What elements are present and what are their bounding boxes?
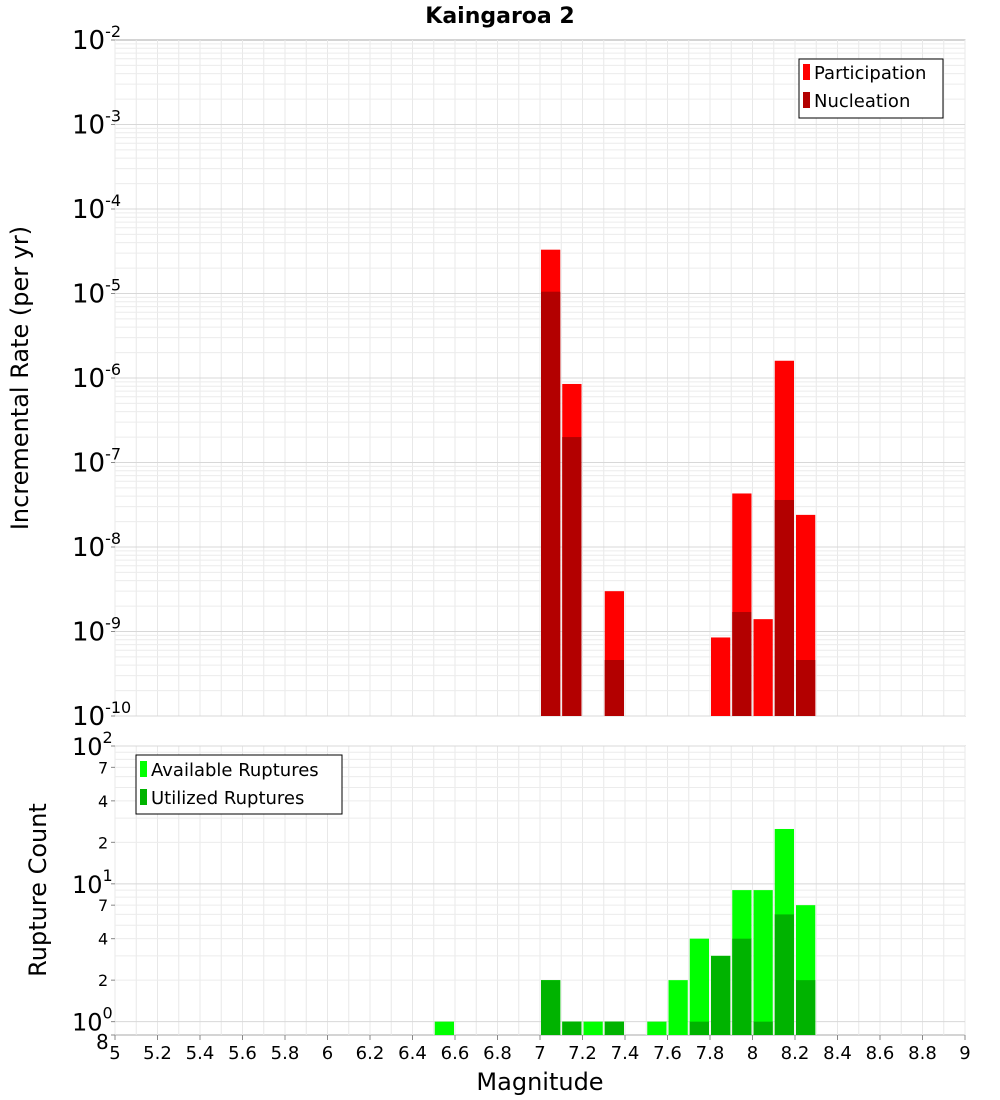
nucleation-bar xyxy=(796,659,816,716)
utilized-ruptures-bar xyxy=(732,938,752,1035)
count-y-tick-label: 100 xyxy=(72,1004,113,1037)
rate-plot-y-ticks: 10-2 10-3 10-4 10-5 10-6 10-7 10-8 10-9 10-10 xyxy=(72,22,131,732)
count-plot-grid xyxy=(114,745,966,1035)
rate-y-tick-label: 10-10 xyxy=(72,698,131,732)
count-legend-swatch xyxy=(140,761,147,777)
x-tick-label: 8.6 xyxy=(866,1043,895,1064)
rate-y-tick-label: 10-9 xyxy=(72,614,121,648)
available-ruptures-bar xyxy=(668,980,688,1035)
nucleation-bar xyxy=(562,437,582,716)
count-y-tick-label: 102 xyxy=(72,728,113,761)
rate-plot-y-axis-label: Incremental Rate (per yr) xyxy=(6,226,34,530)
x-tick-label: 5.8 xyxy=(271,1043,300,1064)
rate-legend-label: Participation xyxy=(814,63,926,84)
x-tick-label: 6.2 xyxy=(356,1043,385,1064)
count-y-tick-label: 4 xyxy=(98,930,108,949)
x-axis-ticks: 5 5.2 5.4 5.6 5.8 6 6.2 6.4 6.6 6.8 7 7.2 7.4 7.6 7.8 8… xyxy=(109,1035,971,1064)
x-tick-label: 6.4 xyxy=(398,1043,427,1064)
x-tick-label: 7.2 xyxy=(568,1043,597,1064)
rate-y-tick-label: 10-2 xyxy=(72,22,121,56)
x-tick-label: 5 xyxy=(109,1043,120,1064)
chart-title: Kaingaroa 2 xyxy=(425,4,574,29)
count-plot-legend: Available Ruptures Utilized Ruptures xyxy=(135,754,343,815)
participation-bar xyxy=(753,619,773,716)
nucleation-bar xyxy=(604,659,624,716)
x-tick-label: 6 xyxy=(322,1043,333,1064)
utilized-ruptures-bar xyxy=(689,1021,709,1035)
x-tick-label: 5.4 xyxy=(186,1043,215,1064)
nucleation-bar xyxy=(541,291,561,716)
rate-legend-swatch xyxy=(803,64,810,80)
rate-y-tick-label: 10-5 xyxy=(72,276,121,310)
x-tick-label: 6.6 xyxy=(441,1043,470,1064)
rate-plot-bars xyxy=(541,249,816,716)
nucleation-bar xyxy=(774,499,794,716)
count-legend-swatch xyxy=(140,789,147,805)
rate-plot-grid xyxy=(114,40,966,717)
available-ruptures-bar xyxy=(583,1021,603,1035)
count-legend-label: Available Ruptures xyxy=(151,760,319,781)
count-plot-y-axis-label: Rupture Count xyxy=(24,803,52,977)
count-legend-label: Utilized Ruptures xyxy=(151,788,304,809)
rate-legend-box xyxy=(798,58,944,119)
x-tick-label: 5.2 xyxy=(143,1043,172,1064)
x-tick-label: 7.4 xyxy=(611,1043,640,1064)
utilized-ruptures-bar xyxy=(774,914,794,1035)
count-y-tick-label: 7 xyxy=(98,758,108,777)
rate-y-tick-label: 10-8 xyxy=(72,529,121,563)
utilized-ruptures-bar xyxy=(796,980,816,1035)
x-tick-label: 8.4 xyxy=(823,1043,852,1064)
x-tick-label: 8.2 xyxy=(781,1043,810,1064)
count-y-tick-label: 2 xyxy=(98,971,108,990)
available-ruptures-bar xyxy=(689,938,709,1035)
rate-plot: 10-2 10-3 10-4 10-5 10-6 10-7 10-8 10-9 10-10 In… xyxy=(6,22,966,732)
count-y-tick-label: 8 xyxy=(96,1030,109,1054)
x-tick-label: 7.6 xyxy=(653,1043,682,1064)
utilized-ruptures-bar xyxy=(604,1021,624,1035)
x-tick-label: 9 xyxy=(959,1043,970,1064)
x-tick-label: 6.8 xyxy=(483,1043,512,1064)
rate-plot-legend: Participation Nucleation xyxy=(798,58,944,119)
rate-y-tick-label: 10-3 xyxy=(72,107,121,141)
available-ruptures-bar xyxy=(647,1021,667,1035)
count-legend-box xyxy=(135,754,343,815)
x-tick-label: 7 xyxy=(534,1043,545,1064)
x-tick-label: 5.6 xyxy=(228,1043,257,1064)
count-plot-bars xyxy=(434,828,816,1035)
count-y-tick-label: 101 xyxy=(72,866,113,899)
available-ruptures-bar xyxy=(434,1021,454,1035)
x-tick-label: 8 xyxy=(747,1043,758,1064)
nucleation-bar xyxy=(732,612,752,716)
utilized-ruptures-bar xyxy=(711,955,731,1035)
rate-y-tick-label: 10-6 xyxy=(72,360,121,394)
utilized-ruptures-bar xyxy=(753,1021,773,1035)
participation-bar xyxy=(711,637,731,716)
rate-y-tick-label: 10-4 xyxy=(72,191,121,225)
rate-legend-label: Nucleation xyxy=(814,91,910,112)
rate-legend-swatch xyxy=(803,92,810,108)
utilized-ruptures-bar xyxy=(562,1021,582,1035)
count-y-tick-label: 7 xyxy=(98,896,108,915)
count-y-tick-label: 4 xyxy=(98,792,108,811)
available-ruptures-bar xyxy=(753,890,773,1035)
count-y-tick-label: 2 xyxy=(98,833,108,852)
rate-y-tick-label: 10-7 xyxy=(72,445,121,479)
x-tick-label: 7.8 xyxy=(696,1043,725,1064)
x-axis-label: Magnitude xyxy=(476,1068,603,1096)
utilized-ruptures-bar xyxy=(541,980,561,1035)
x-tick-label: 8.8 xyxy=(908,1043,937,1064)
